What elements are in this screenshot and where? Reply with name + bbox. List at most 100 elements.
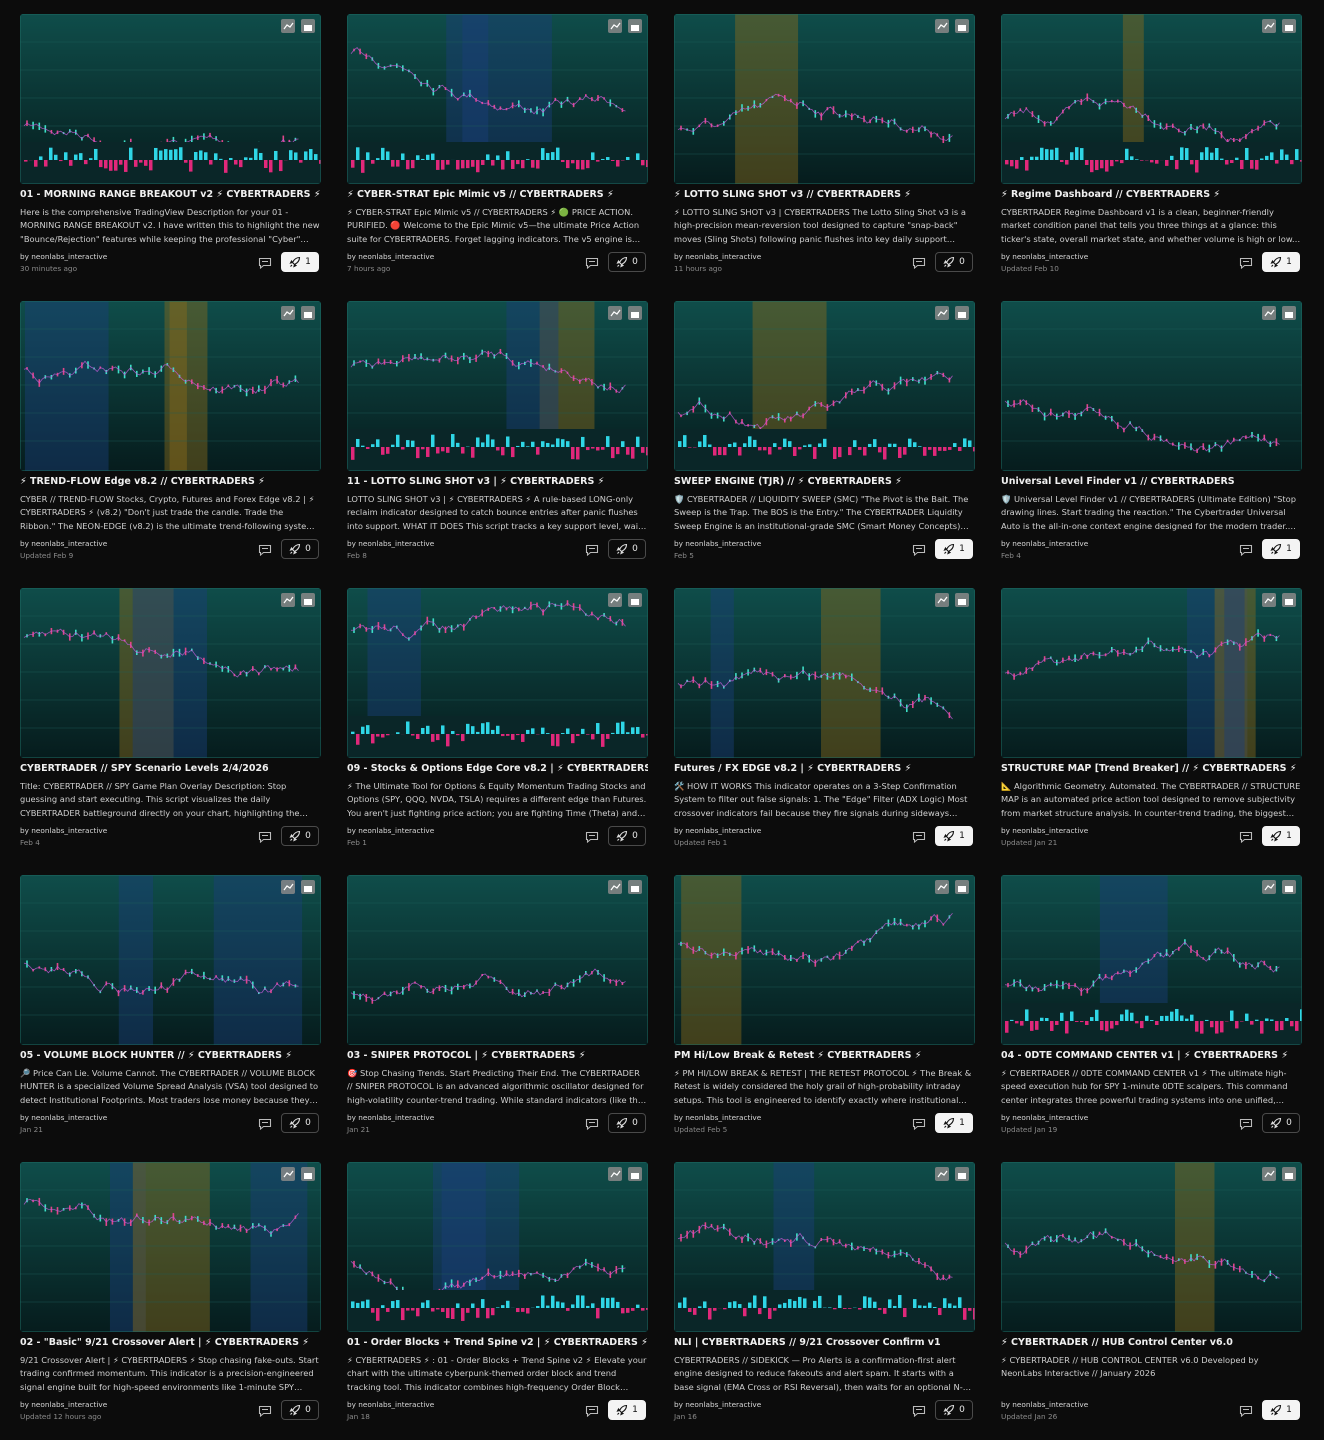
boost-button[interactable]: 0 (608, 539, 646, 559)
script-card[interactable]: 03 - SNIPER PROTOCOL | ⚡ CYBERTRADERS ⚡ 🎯… (347, 875, 648, 1145)
comment-button[interactable] (1239, 1118, 1253, 1130)
boost-button[interactable]: 1 (935, 539, 973, 559)
script-title[interactable]: ⚡ CYBERTRADER // HUB Control Center v6.0 (1001, 1337, 1233, 1348)
author[interactable]: by neonlabs_interactive (347, 826, 435, 835)
comment-button[interactable] (585, 257, 599, 269)
script-title[interactable]: 01 - Order Blocks + Trend Spine v2 | ⚡ C… (347, 1337, 648, 1348)
author[interactable]: by neonlabs_interactive (674, 539, 762, 548)
comment-button[interactable] (258, 1118, 272, 1130)
script-title[interactable]: ⚡ CYBER-STRAT Epic Mimic v5 // CYBERTRAD… (347, 189, 614, 200)
author[interactable]: by neonlabs_interactive (1001, 1400, 1089, 1409)
author[interactable]: by neonlabs_interactive (1001, 826, 1089, 835)
comment-button[interactable] (912, 1405, 926, 1417)
author[interactable]: by neonlabs_interactive (347, 1400, 435, 1409)
boost-button[interactable]: 0 (1262, 1113, 1300, 1133)
script-title[interactable]: PM Hi/Low Break & Retest ⚡ CYBERTRADERS … (674, 1050, 922, 1061)
script-card[interactable]: STRUCTURE MAP [Trend Breaker] // ⚡ CYBER… (1001, 588, 1302, 858)
boost-button[interactable]: 0 (281, 1400, 319, 1420)
script-title[interactable]: Futures / FX EDGE v8.2 | ⚡ CYBERTRADERS … (674, 763, 912, 774)
comment-button[interactable] (585, 1118, 599, 1130)
script-card[interactable]: ⚡ Regime Dashboard // CYBERTRADERS ⚡ CYBE… (1001, 14, 1302, 284)
author[interactable]: by neonlabs_interactive (20, 1400, 108, 1409)
boost-button[interactable]: 1 (1262, 1400, 1300, 1420)
script-title[interactable]: 05 - VOLUME BLOCK HUNTER // ⚡ CYBERTRADE… (20, 1050, 292, 1061)
author[interactable]: by neonlabs_interactive (20, 252, 108, 261)
comment-button[interactable] (912, 1118, 926, 1130)
boost-button[interactable]: 1 (935, 826, 973, 846)
script-title[interactable]: ⚡ LOTTO SLING SHOT v3 // CYBERTRADERS ⚡ (674, 189, 911, 200)
script-title[interactable]: ⚡ Regime Dashboard // CYBERTRADERS ⚡ (1001, 189, 1221, 200)
script-title[interactable]: 03 - SNIPER PROTOCOL | ⚡ CYBERTRADERS ⚡ (347, 1050, 586, 1061)
script-card[interactable]: PM Hi/Low Break & Retest ⚡ CYBERTRADERS … (674, 875, 975, 1145)
author[interactable]: by neonlabs_interactive (1001, 1113, 1089, 1122)
boost-button[interactable]: 1 (281, 252, 319, 272)
boost-button[interactable]: 0 (608, 1113, 646, 1133)
script-card[interactable]: SWEEP ENGINE (TJR) // ⚡ CYBERTRADERS ⚡ 🛡️… (674, 301, 975, 571)
author[interactable]: by neonlabs_interactive (674, 826, 762, 835)
author[interactable]: by neonlabs_interactive (1001, 539, 1089, 548)
script-title[interactable]: STRUCTURE MAP [Trend Breaker] // ⚡ CYBER… (1001, 763, 1297, 774)
author[interactable]: by neonlabs_interactive (20, 826, 108, 835)
script-card[interactable]: ⚡ LOTTO SLING SHOT v3 // CYBERTRADERS ⚡ ⚡… (674, 14, 975, 284)
boost-button[interactable]: 1 (608, 1400, 646, 1420)
comment-button[interactable] (1239, 544, 1253, 556)
author[interactable]: by neonlabs_interactive (20, 539, 108, 548)
author[interactable]: by neonlabs_interactive (347, 252, 435, 261)
script-card[interactable]: CYBERTRADER // SPY Scenario Levels 2/4/2… (20, 588, 321, 858)
script-card[interactable]: Universal Level Finder v1 // CYBERTRADER… (1001, 301, 1302, 571)
comment-button[interactable] (912, 544, 926, 556)
comment-button[interactable] (585, 544, 599, 556)
comment-button[interactable] (258, 831, 272, 843)
script-card[interactable]: 01 - Order Blocks + Trend Spine v2 | ⚡ C… (347, 1162, 648, 1432)
script-card[interactable]: 01 - MORNING RANGE BREAKOUT v2 ⚡ CYBERTR… (20, 14, 321, 284)
comment-button[interactable] (912, 831, 926, 843)
boost-button[interactable]: 0 (608, 252, 646, 272)
author[interactable]: by neonlabs_interactive (347, 1113, 435, 1122)
boost-button[interactable]: 0 (281, 826, 319, 846)
script-card[interactable]: ⚡ CYBER-STRAT Epic Mimic v5 // CYBERTRAD… (347, 14, 648, 284)
boost-button[interactable]: 0 (608, 826, 646, 846)
script-card[interactable]: ⚡ CYBERTRADER // HUB Control Center v6.0… (1001, 1162, 1302, 1432)
script-card[interactable]: 05 - VOLUME BLOCK HUNTER // ⚡ CYBERTRADE… (20, 875, 321, 1145)
script-title[interactable]: 04 - 0DTE COMMAND CENTER v1 | ⚡ CYBERTRA… (1001, 1050, 1288, 1061)
script-card[interactable]: 02 - "Basic" 9/21 Crossover Alert | ⚡ CY… (20, 1162, 321, 1432)
boost-button[interactable]: 0 (281, 1113, 319, 1133)
author[interactable]: by neonlabs_interactive (674, 1400, 762, 1409)
script-title[interactable]: ⚡ TREND-FLOW Edge v8.2 // CYBERTRADERS ⚡ (20, 476, 265, 487)
script-title[interactable]: CYBERTRADER // SPY Scenario Levels 2/4/2… (20, 763, 269, 774)
comment-button[interactable] (1239, 831, 1253, 843)
comment-button[interactable] (585, 831, 599, 843)
script-card[interactable]: ⚡ TREND-FLOW Edge v8.2 // CYBERTRADERS ⚡… (20, 301, 321, 571)
script-title[interactable]: 11 - LOTTO SLING SHOT v3 | ⚡ CYBERTRADER… (347, 476, 605, 487)
comment-button[interactable] (258, 257, 272, 269)
script-title[interactable]: Universal Level Finder v1 // CYBERTRADER… (1001, 476, 1235, 487)
author[interactable]: by neonlabs_interactive (347, 539, 435, 548)
script-card[interactable]: NLI | CYBERTRADERS // 9/21 Crossover Con… (674, 1162, 975, 1432)
comment-button[interactable] (1239, 257, 1253, 269)
boost-button[interactable]: 0 (281, 539, 319, 559)
script-title[interactable]: NLI | CYBERTRADERS // 9/21 Crossover Con… (674, 1337, 941, 1348)
script-title[interactable]: 02 - "Basic" 9/21 Crossover Alert | ⚡ CY… (20, 1337, 309, 1348)
boost-button[interactable]: 0 (935, 252, 973, 272)
script-title[interactable]: SWEEP ENGINE (TJR) // ⚡ CYBERTRADERS ⚡ (674, 476, 902, 487)
comment-button[interactable] (1239, 1405, 1253, 1417)
comment-button[interactable] (585, 1405, 599, 1417)
script-title[interactable]: 09 - Stocks & Options Edge Core v8.2 | ⚡… (347, 763, 648, 774)
script-card[interactable]: 09 - Stocks & Options Edge Core v8.2 | ⚡… (347, 588, 648, 858)
boost-button[interactable]: 0 (935, 1400, 973, 1420)
script-card[interactable]: 11 - LOTTO SLING SHOT v3 | ⚡ CYBERTRADER… (347, 301, 648, 571)
comment-button[interactable] (258, 544, 272, 556)
author[interactable]: by neonlabs_interactive (1001, 252, 1089, 261)
comment-button[interactable] (912, 257, 926, 269)
boost-button[interactable]: 1 (1262, 252, 1300, 272)
boost-button[interactable]: 1 (1262, 539, 1300, 559)
script-card[interactable]: 04 - 0DTE COMMAND CENTER v1 | ⚡ CYBERTRA… (1001, 875, 1302, 1145)
boost-button[interactable]: 1 (1262, 826, 1300, 846)
comment-button[interactable] (258, 1405, 272, 1417)
author[interactable]: by neonlabs_interactive (674, 1113, 762, 1122)
script-card[interactable]: Futures / FX EDGE v8.2 | ⚡ CYBERTRADERS … (674, 588, 975, 858)
author[interactable]: by neonlabs_interactive (20, 1113, 108, 1122)
author[interactable]: by neonlabs_interactive (674, 252, 762, 261)
boost-button[interactable]: 1 (935, 1113, 973, 1133)
script-title[interactable]: 01 - MORNING RANGE BREAKOUT v2 ⚡ CYBERTR… (20, 189, 321, 200)
